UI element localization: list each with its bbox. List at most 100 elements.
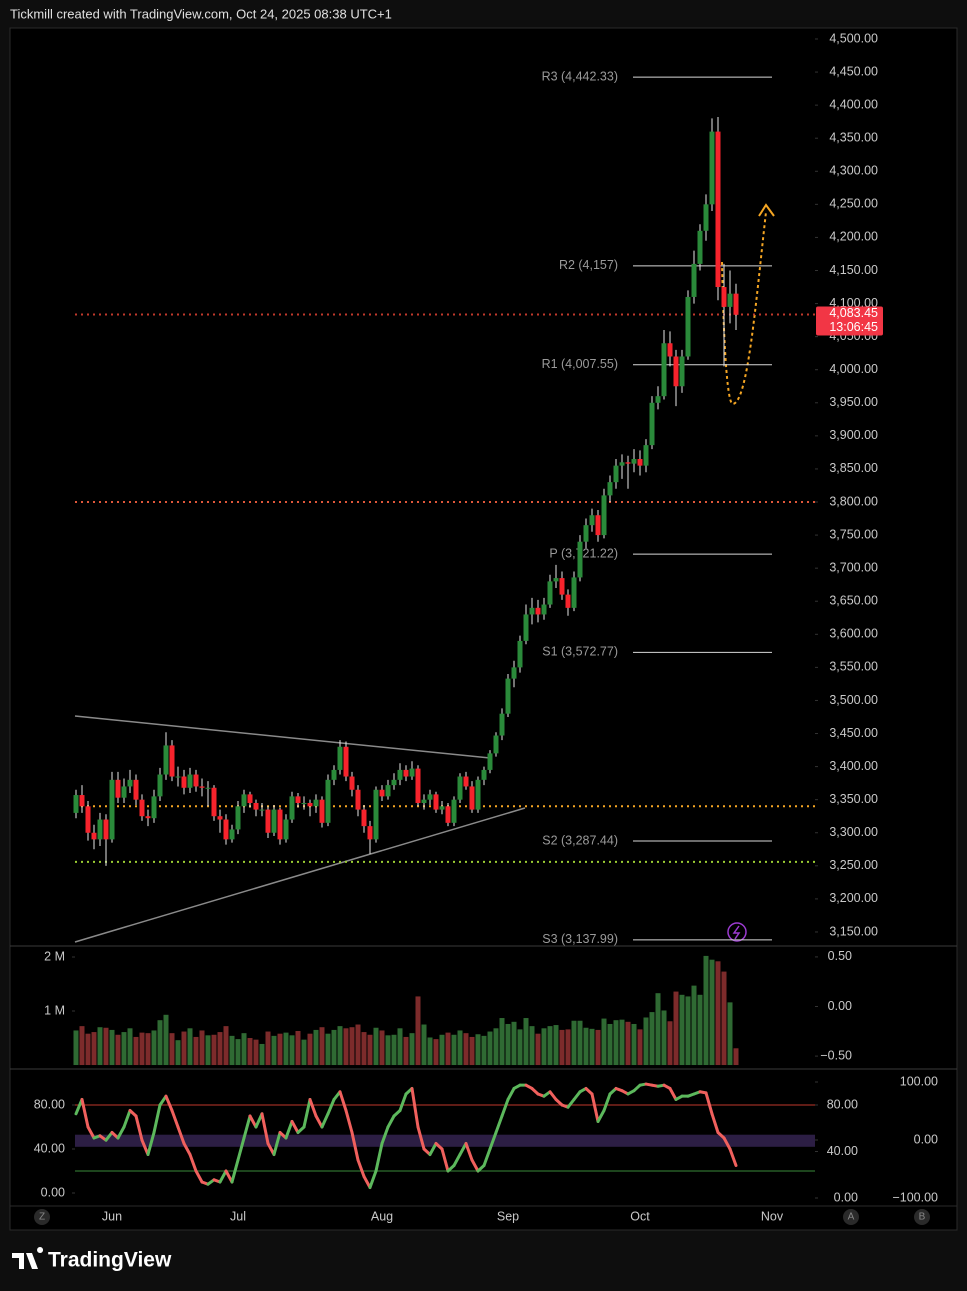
y-tick-label: 3,600.00	[829, 627, 878, 641]
candle-body	[151, 796, 157, 819]
candle-body	[643, 445, 649, 466]
oscillator-segment	[572, 1090, 582, 1101]
volume-bar	[619, 1019, 625, 1066]
volume-bar	[601, 1018, 607, 1066]
x-tick-label: Sep	[497, 1209, 519, 1223]
oscillator-segment	[80, 1097, 90, 1129]
y-tick-label: 4,300.00	[829, 164, 878, 178]
volume-bar	[157, 1020, 163, 1066]
volume-bar	[133, 1036, 139, 1066]
volume-bar	[97, 1027, 103, 1066]
y-tick-label: 3,300.00	[829, 825, 878, 839]
candle-body	[421, 799, 427, 803]
oscillator-segment	[500, 1097, 510, 1118]
volume-bar	[655, 993, 661, 1066]
oscillator-segment	[398, 1092, 408, 1112]
corner-label: A	[848, 1212, 855, 1223]
y-tick-label: 4,500.00	[829, 31, 878, 45]
price-tag	[816, 306, 883, 336]
candle-body	[481, 769, 487, 780]
candle-body	[193, 774, 199, 787]
oscillator-segment	[146, 1130, 156, 1156]
volume-bar	[223, 1026, 229, 1066]
oscillator-segment	[410, 1086, 420, 1129]
oscillator-segment	[368, 1169, 378, 1190]
candle-body	[589, 515, 595, 526]
oscillator-segment	[302, 1097, 312, 1129]
pivot-label: R2 (4,157)	[559, 258, 618, 272]
volume-bar	[661, 1010, 667, 1066]
x-tick-label: Oct	[630, 1209, 650, 1223]
candle-body	[253, 802, 259, 810]
corner-button[interactable]	[34, 1209, 50, 1225]
oscillator-segment	[356, 1158, 366, 1179]
candle-body	[241, 794, 247, 807]
candle-body	[547, 581, 553, 605]
volume-bar	[427, 1037, 433, 1066]
candle-body	[529, 607, 535, 615]
volume-bar	[397, 1028, 403, 1066]
y-tick-label: −100.00	[892, 1190, 938, 1204]
candle-body	[73, 795, 79, 813]
y-tick-label: 4,350.00	[829, 130, 878, 144]
candle-body	[517, 640, 523, 668]
oscillator-segment	[458, 1141, 468, 1156]
candle-body	[475, 779, 481, 810]
volume-bar	[229, 1035, 235, 1066]
projection-curve	[721, 211, 767, 406]
candle-body	[121, 786, 127, 798]
oscillator-segment	[380, 1125, 390, 1145]
oscillator-segment	[602, 1092, 612, 1112]
candle-body	[505, 678, 511, 714]
candle-body	[79, 795, 85, 807]
volume-bar	[169, 1033, 175, 1066]
oscillator-segment	[452, 1152, 462, 1168]
oscillator-segment	[668, 1086, 678, 1101]
candle-body	[217, 816, 223, 820]
candle-body	[223, 819, 229, 840]
candle-body	[733, 293, 739, 315]
volume-bar	[307, 1033, 313, 1066]
volume-bar	[709, 959, 715, 1066]
candle-body	[109, 779, 115, 840]
y-tick-label: 3,800.00	[829, 494, 878, 508]
volume-bar	[325, 1033, 331, 1066]
pivot-label: R3 (4,442.33)	[542, 69, 618, 83]
pivot-label: R1 (4,007.55)	[542, 357, 618, 371]
volume-bar	[295, 1030, 301, 1066]
volume-bar	[451, 1034, 457, 1066]
oscillator-segment	[308, 1097, 318, 1118]
volume-bar	[697, 994, 703, 1066]
y-tick-label: 40.00	[34, 1141, 65, 1155]
oscillator-segment	[170, 1108, 180, 1129]
oscillator-segment	[728, 1147, 738, 1168]
volume-bar	[331, 1029, 337, 1066]
oscillator-segment	[350, 1130, 360, 1162]
pivot-label: S2 (3,287.44)	[542, 833, 618, 847]
candle-body	[607, 482, 613, 496]
volume-bar	[109, 1029, 115, 1066]
volume-bar	[535, 1033, 541, 1066]
volume-bar	[115, 1034, 121, 1066]
oscillator-segment	[188, 1152, 198, 1173]
y-tick-label: 4,100.00	[829, 296, 878, 310]
candle-body	[721, 287, 727, 307]
volume-bar	[385, 1035, 391, 1066]
corner-button[interactable]	[843, 1209, 859, 1225]
oscillator-segment	[488, 1130, 498, 1151]
y-tick-label: 3,650.00	[829, 594, 878, 608]
candle-body	[265, 809, 271, 833]
volume-bar	[679, 994, 685, 1066]
price-tag-countdown: 13:06:45	[829, 320, 878, 334]
volume-bar	[625, 1021, 631, 1066]
candle-body	[205, 787, 211, 789]
oscillator-segment	[428, 1141, 438, 1156]
alert-icon[interactable]	[727, 922, 747, 942]
candle-body	[367, 826, 373, 840]
corner-button[interactable]	[914, 1209, 930, 1225]
volume-bar	[271, 1035, 277, 1066]
volume-bar	[127, 1028, 133, 1066]
volume-bar	[301, 1039, 307, 1066]
candle-body	[331, 769, 337, 780]
candle-body	[175, 776, 181, 778]
